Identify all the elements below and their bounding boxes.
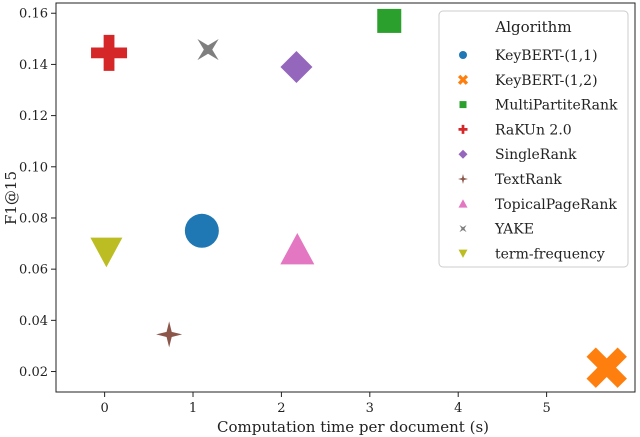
legend-label-term-frequency: term-frequency — [495, 246, 605, 262]
legend-marker-rakun-2-0 — [458, 124, 468, 134]
data-points — [90, 8, 627, 388]
data-point-yake — [197, 38, 219, 61]
legend-marker-textrank — [458, 174, 468, 184]
legend-label-keybert-1-1: KeyBERT-(1,1) — [495, 48, 598, 64]
legend-marker-keybert-1-1 — [459, 51, 467, 59]
y-axis-label: F1@15 — [2, 171, 20, 225]
data-point-rakun-2-0 — [91, 34, 128, 71]
x-tick-label: 5 — [542, 401, 550, 416]
y-tick-label: 0.08 — [19, 211, 48, 226]
y-tick-label: 0.14 — [19, 58, 48, 73]
x-tick-label: 4 — [454, 401, 462, 416]
plot-border — [55, 2, 636, 393]
legend-title: Algorithm — [494, 18, 571, 36]
y-tick-label: 0.02 — [19, 365, 48, 380]
x-axis-label: Computation time per document (s) — [217, 418, 489, 436]
plot-frame — [55, 2, 636, 393]
legend-label-topicalpagerank: TopicalPageRank — [495, 197, 617, 213]
x-tick-label: 0 — [100, 401, 108, 416]
y-tick-label: 0.12 — [19, 109, 48, 124]
legend-marker-term-frequency — [458, 249, 468, 258]
legend-marker-keybert-1-2 — [457, 74, 469, 85]
legend-label-rakun-2-0: RaKUn 2.0 — [495, 122, 572, 138]
legend-label-yake: YAKE — [494, 222, 534, 238]
data-point-keybert-1-2 — [586, 347, 627, 388]
data-point-term-frequency — [90, 237, 123, 268]
data-point-multipartiterank — [377, 8, 402, 33]
x-tick-label: 2 — [277, 401, 285, 416]
x-tick-label: 1 — [189, 401, 197, 416]
axis-ticks: 0 1 2 3 4 5 0.02 0.04 0.06 0.08 0.10 0.12 0.14 0.16 — [19, 7, 551, 416]
y-tick-label: 0.04 — [19, 314, 48, 329]
y-tick-label: 0.16 — [19, 7, 48, 22]
legend: Algorithm KeyBERT-(1,1) KeyBERT-(1,2) Multi… — [438, 10, 629, 268]
legend-marker-multipartiterank — [459, 101, 467, 109]
legend-label-multipartiterank: MultiPartiteRank — [495, 98, 618, 114]
legend-label-keybert-1-2: KeyBERT-(1,2) — [495, 73, 598, 89]
y-tick-label: 0.10 — [19, 160, 48, 175]
y-tick-label: 0.06 — [19, 263, 48, 278]
legend-marker-yake — [459, 225, 467, 233]
legend-label-singlerank: SingleRank — [495, 147, 577, 163]
legend-marker-topicalpagerank — [458, 199, 468, 208]
x-tick-label: 3 — [366, 401, 374, 416]
legend-box — [438, 10, 629, 268]
data-point-topicalpagerank — [280, 232, 315, 265]
legend-label-textrank: TextRank — [495, 172, 562, 188]
data-point-textrank — [156, 321, 183, 348]
data-point-singlerank — [280, 50, 313, 83]
data-point-keybert-1-1 — [184, 213, 219, 248]
legend-marker-singlerank — [458, 149, 468, 159]
